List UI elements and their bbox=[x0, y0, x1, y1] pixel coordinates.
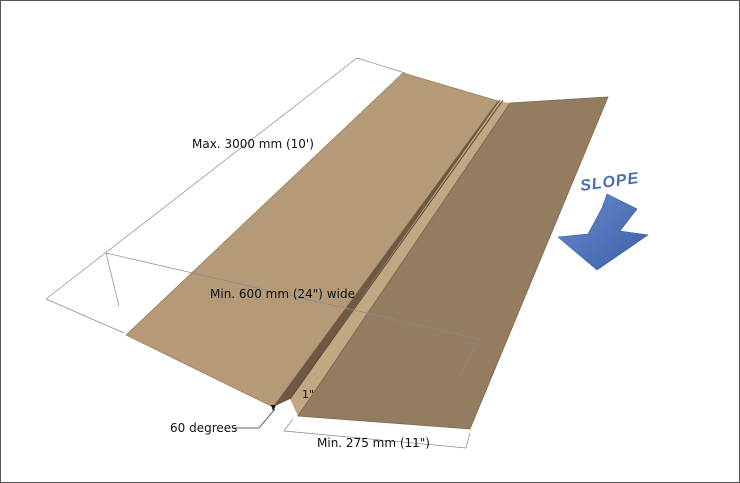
rib-height-label: 1" bbox=[302, 388, 314, 401]
angle-leader bbox=[233, 408, 276, 429]
arrow-down-left-icon bbox=[557, 193, 649, 271]
flange-dimension bbox=[283, 418, 471, 449]
rib-shadow-edge bbox=[297, 102, 511, 417]
angle-marker bbox=[271, 405, 276, 411]
width-dimension bbox=[105, 252, 480, 379]
width-label: Min. 600 mm (24") wide bbox=[210, 287, 355, 301]
length-label: Max. 3000 mm (10') bbox=[192, 137, 314, 151]
angle-label: 60 degrees bbox=[170, 421, 237, 435]
flange-label: Min. 275 mm (11") bbox=[317, 436, 430, 450]
length-dimension bbox=[45, 57, 406, 334]
center-rib-face bbox=[273, 99, 501, 407]
slope-label: SLOPE bbox=[579, 170, 640, 195]
rib-edge bbox=[289, 99, 504, 400]
center-rib-top bbox=[290, 101, 510, 416]
